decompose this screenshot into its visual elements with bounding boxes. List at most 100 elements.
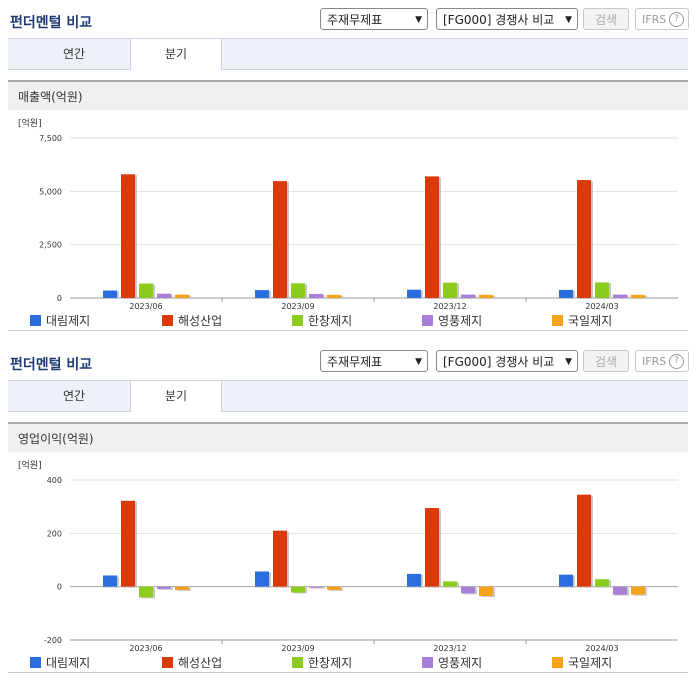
legend-label: 영풍제지: [438, 314, 483, 328]
panel-toolbar: 펀더멘털 비교 주재무제표 ▼ [FG000] 경쟁사 비교 ▼ 검색 IFRS…: [0, 342, 696, 380]
legend-swatch: [552, 315, 563, 326]
statement-select[interactable]: 주재무제표 ▼: [320, 8, 428, 30]
bar: [443, 581, 457, 587]
bar: [425, 508, 439, 587]
tab-quarterly[interactable]: 분기: [130, 39, 222, 70]
bar: [175, 586, 189, 590]
ifrs-button[interactable]: IFRS ?: [635, 8, 689, 30]
legend-label: 국일제지: [568, 656, 613, 670]
bar: [121, 174, 135, 298]
bar: [273, 181, 287, 298]
ifrs-label: IFRS: [642, 13, 667, 26]
ifrs-button[interactable]: IFRS ?: [635, 350, 689, 372]
chevron-down-icon: ▼: [565, 357, 572, 367]
y-tick-label: 2,500: [39, 241, 62, 250]
bar: [291, 283, 305, 298]
compare-select-value: [FG000] 경쟁사 비교: [443, 355, 555, 369]
compare-select[interactable]: [FG000] 경쟁사 비교 ▼: [436, 350, 578, 372]
bar: [461, 294, 475, 298]
bar: [407, 289, 421, 298]
legend-swatch: [30, 657, 41, 668]
x-tick-label: 2023/12: [433, 644, 466, 652]
legend-label: 영풍제지: [438, 656, 483, 670]
legend-label: 해성산업: [178, 656, 223, 670]
ifrs-label: IFRS: [642, 355, 667, 368]
legend-swatch: [162, 315, 173, 326]
panel-title: 펀더멘털 비교: [10, 357, 93, 373]
period-tabs: 연간 분기: [8, 380, 688, 412]
bar: [103, 290, 117, 298]
x-tick-label: 2023/09: [281, 302, 314, 310]
sales-chart: [억원] 0 2,500 5,000 7,500 2023/06 2023/09 2023/1…: [8, 110, 688, 331]
bar: [479, 294, 493, 298]
legend-label: 해성산업: [178, 314, 223, 328]
bar: [291, 586, 305, 593]
x-tick-label: 2023/09: [281, 644, 314, 652]
x-tick-label: 2023/12: [433, 302, 466, 310]
bar: [327, 586, 341, 590]
bar: [157, 293, 171, 298]
bar: [425, 176, 439, 298]
bar: [559, 574, 573, 587]
legend-label: 한창제지: [308, 314, 353, 328]
unit-label: [억원]: [18, 117, 42, 129]
tab-annual[interactable]: 연간: [62, 389, 86, 403]
y-tick-label: 5,000: [39, 187, 62, 196]
legend-swatch: [162, 657, 173, 668]
compare-select-value: [FG000] 경쟁사 비교: [443, 13, 555, 27]
compare-select[interactable]: [FG000] 경쟁사 비교 ▼: [436, 8, 578, 30]
chart-legend: 대림제지 해성산업 한창제지 영풍제지 국일제지: [8, 654, 688, 672]
legend-swatch: [422, 315, 433, 326]
unit-label: [억원]: [18, 459, 42, 471]
operating-profit-chart: [억원] -200 0 200 400 2023/06 2023/09 2023/12 2024…: [8, 452, 688, 673]
statement-select-value: 주재무제표: [327, 355, 383, 369]
legend-label: 국일제지: [568, 314, 613, 328]
section-title: 영업이익(억원): [8, 422, 688, 452]
y-tick-label: -200: [44, 636, 62, 645]
x-tick-label: 2024/03: [585, 302, 618, 310]
chevron-down-icon: ▼: [565, 15, 572, 25]
y-tick-label: 0: [57, 294, 62, 303]
help-icon[interactable]: ?: [669, 12, 684, 27]
bar: [327, 294, 341, 298]
bar: [559, 289, 573, 298]
legend-swatch: [292, 315, 303, 326]
help-icon[interactable]: ?: [669, 354, 684, 369]
y-tick-label: 400: [47, 476, 62, 485]
bar: [255, 290, 269, 298]
bar: [255, 571, 269, 587]
bar: [443, 282, 457, 298]
x-tick-label: 2023/06: [129, 302, 162, 310]
section-title: 매출액(억원): [8, 80, 688, 110]
legend-swatch: [552, 657, 563, 668]
panel-title: 펀더멘털 비교: [10, 15, 93, 31]
chevron-down-icon: ▼: [415, 15, 422, 25]
bar-shadow: [311, 587, 325, 589]
bar: [157, 586, 171, 589]
bar: [461, 586, 475, 594]
bar: [309, 293, 323, 298]
search-button[interactable]: 검색: [583, 350, 629, 372]
panel-toolbar: 펀더멘털 비교 주재무제표 ▼ [FG000] 경쟁사 비교 ▼ 검색 IFRS…: [0, 0, 696, 38]
bar: [613, 586, 627, 595]
bar: [121, 500, 135, 587]
tab-quarterly[interactable]: 분기: [130, 381, 222, 412]
bar: [175, 294, 189, 298]
bar: [577, 180, 591, 298]
chevron-down-icon: ▼: [415, 357, 422, 367]
bar: [139, 586, 153, 598]
legend-swatch: [30, 315, 41, 326]
bar: [595, 282, 609, 298]
search-button[interactable]: 검색: [583, 8, 629, 30]
legend-swatch: [292, 657, 303, 668]
bar: [479, 586, 493, 596]
chart-legend: 대림제지 해성산업 한창제지 영풍제지 국일제지: [8, 312, 688, 330]
y-tick-label: 7,500: [39, 134, 62, 143]
y-tick-label: 0: [57, 583, 62, 592]
statement-select[interactable]: 주재무제표 ▼: [320, 350, 428, 372]
bar: [613, 294, 627, 298]
bar: [595, 579, 609, 587]
legend-label: 대림제지: [46, 314, 91, 328]
tab-annual[interactable]: 연간: [62, 47, 86, 61]
bar: [577, 494, 591, 587]
